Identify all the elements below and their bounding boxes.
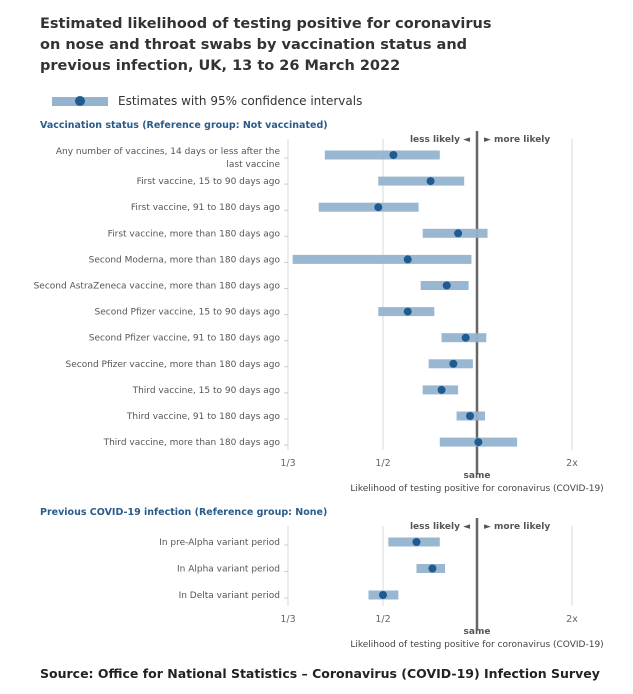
row-label: Second Pfizer vaccine, 91 to 180 days ag… [89, 334, 281, 344]
estimate-point [449, 359, 458, 368]
estimate-point [412, 538, 421, 546]
row-label: In Alpha variant period [177, 565, 280, 575]
estimate-point [403, 255, 412, 264]
section-title: Previous COVID-19 infection (Reference g… [40, 507, 327, 518]
x-tick-label: 1/3 [280, 458, 295, 469]
estimate-point [461, 333, 470, 342]
confidence-interval-bar [324, 150, 440, 160]
confidence-interval-bar [292, 254, 472, 264]
estimate-point [428, 564, 437, 573]
source-note: Source: Office for National Statistics –… [40, 666, 600, 681]
row-label: Second Pfizer vaccine, 15 to 90 days ago [95, 308, 281, 318]
x-tick-label: 1/2 [375, 614, 390, 625]
row-label: Any number of vaccines, 14 days or less … [56, 147, 281, 170]
more-likely-label: ► more likely [484, 522, 550, 532]
row-label: Second Moderna, more than 180 days ago [89, 255, 281, 265]
legend-label: Estimates with 95% confidence intervals [118, 94, 363, 108]
x-axis-title: Likelihood of testing positive for coron… [350, 484, 603, 494]
legend-interval-swatch [52, 95, 108, 106]
reference-label: same [464, 471, 491, 481]
estimate-point [454, 229, 463, 238]
estimate-point [403, 307, 412, 316]
section-title: Vaccination status (Reference group: Not… [40, 120, 328, 131]
x-tick-label: 2x [566, 458, 578, 469]
less-likely-label: less likely ◄ [410, 135, 470, 145]
x-tick-label: 1/3 [280, 614, 295, 625]
row-label: Third vaccine, 91 to 180 days ago [126, 412, 281, 422]
chart-title: Estimated likelihood of testing positive… [40, 16, 492, 74]
confidence-interval-bar [378, 176, 465, 186]
estimate-point [426, 177, 435, 186]
estimate-point [442, 281, 451, 290]
less-likely-label: less likely ◄ [410, 522, 470, 532]
x-axis-title: Likelihood of testing positive for coron… [350, 640, 603, 650]
row-label: Third vaccine, 15 to 90 days ago [132, 386, 281, 396]
more-likely-label: ► more likely [484, 135, 550, 145]
legend: Estimates with 95% confidence intervals [52, 94, 362, 108]
estimate-point [474, 438, 483, 447]
confidence-interval-bar [318, 202, 419, 212]
estimate-point [437, 385, 446, 394]
row-label: First vaccine, more than 180 days ago [108, 229, 281, 239]
reference-label: same [464, 627, 491, 637]
row-label: Third vaccine, more than 180 days ago [103, 438, 281, 448]
estimate-point [389, 151, 398, 159]
x-tick-label: 1/2 [375, 458, 390, 469]
row-label: Second AstraZeneca vaccine, more than 18… [34, 282, 281, 292]
row-label: Second Pfizer vaccine, more than 180 day… [66, 360, 281, 370]
row-label: First vaccine, 91 to 180 days ago [131, 203, 281, 213]
row-label: In pre-Alpha variant period [159, 538, 280, 548]
estimate-point [379, 591, 387, 599]
x-tick-label: 2x [566, 614, 578, 625]
estimate-point [374, 203, 383, 212]
row-label: First vaccine, 15 to 90 days ago [137, 177, 281, 187]
row-label: In Delta variant period [179, 591, 280, 601]
legend-estimate-dot [75, 95, 85, 106]
estimate-point [466, 412, 475, 420]
